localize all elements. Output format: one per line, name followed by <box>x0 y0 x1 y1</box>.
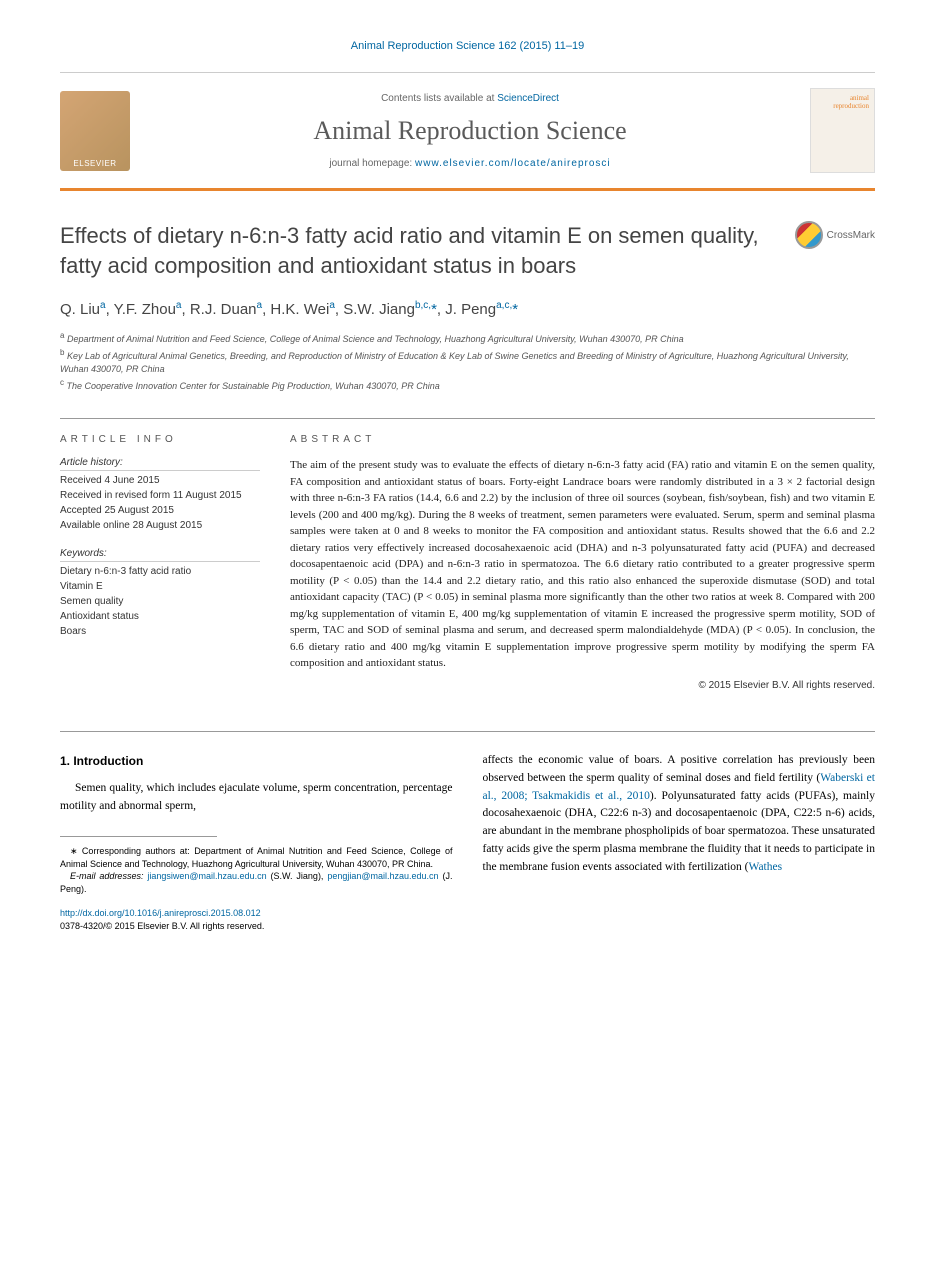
affiliation-c: c The Cooperative Innovation Center for … <box>60 377 875 394</box>
email-label: E-mail addresses: <box>70 871 147 881</box>
journal-homepage: journal homepage: www.elsevier.com/locat… <box>130 158 810 169</box>
history-block: Received 4 June 2015Received in revised … <box>60 473 260 533</box>
header-center: Contents lists available at ScienceDirec… <box>130 93 810 169</box>
keywords-label: Keywords: <box>60 548 260 562</box>
email-footnote: E-mail addresses: jiangsiwen@mail.hzau.e… <box>60 870 453 895</box>
crossmark-icon <box>795 221 823 249</box>
contents-available: Contents lists available at ScienceDirec… <box>130 93 810 104</box>
issn-copyright: 0378-4320/© 2015 Elsevier B.V. All right… <box>60 921 264 931</box>
abstract-text: The aim of the present study was to eval… <box>290 457 875 672</box>
crossmark-label: CrossMark <box>827 230 875 241</box>
authors-list: Q. Liua, Y.F. Zhoua, R.J. Duana, H.K. We… <box>60 300 875 318</box>
keywords-block: Dietary n-6:n-3 fatty acid ratioVitamin … <box>60 564 260 639</box>
intro-text-1: affects the economic value of boars. A p… <box>483 754 876 784</box>
abstract-copyright: © 2015 Elsevier B.V. All rights reserved… <box>290 680 875 691</box>
journal-name: Animal Reproduction Science <box>130 116 810 146</box>
body-columns: 1. Introduction Semen quality, which inc… <box>60 731 875 933</box>
contents-prefix: Contents lists available at <box>381 93 497 104</box>
abstract-heading: ABSTRACT <box>290 434 875 445</box>
intro-para-1: Semen quality, which includes ejaculate … <box>60 780 453 816</box>
elsevier-logo-text: ELSEVIER <box>73 159 116 168</box>
article-title: Effects of dietary n-6:n-3 fatty acid ra… <box>60 221 795 280</box>
email-link-2[interactable]: pengjian@mail.hzau.edu.cn <box>327 871 438 881</box>
article-info-heading: ARTICLE INFO <box>60 434 260 445</box>
affiliation-b: b Key Lab of Agricultural Animal Genetic… <box>60 347 875 377</box>
abstract-column: ABSTRACT The aim of the present study wa… <box>290 434 875 691</box>
title-row: Effects of dietary n-6:n-3 fatty acid ra… <box>60 221 875 280</box>
intro-para-2: affects the economic value of boars. A p… <box>483 752 876 877</box>
footnote-separator <box>60 836 217 837</box>
cover-text: animal reproduction <box>816 94 869 110</box>
corresponding-footnote: ∗ Corresponding authors at: Department o… <box>60 845 453 870</box>
body-col-left: 1. Introduction Semen quality, which inc… <box>60 752 453 933</box>
email-who-1: (S.W. Jiang), <box>267 871 328 881</box>
email-link-1[interactable]: jiangsiwen@mail.hzau.edu.cn <box>147 871 266 881</box>
homepage-link[interactable]: www.elsevier.com/locate/anireprosci <box>415 158 611 169</box>
article-info: ARTICLE INFO Article history: Received 4… <box>60 434 260 691</box>
crossmark-badge[interactable]: CrossMark <box>795 221 875 249</box>
info-abstract-row: ARTICLE INFO Article history: Received 4… <box>60 418 875 691</box>
doi-link[interactable]: http://dx.doi.org/10.1016/j.anireprosci.… <box>60 908 261 918</box>
sciencedirect-link[interactable]: ScienceDirect <box>497 93 559 104</box>
journal-header: ELSEVIER Contents lists available at Sci… <box>60 72 875 191</box>
body-col-right: affects the economic value of boars. A p… <box>483 752 876 933</box>
intro-heading: 1. Introduction <box>60 752 453 771</box>
doi-block: http://dx.doi.org/10.1016/j.anireprosci.… <box>60 907 453 932</box>
homepage-prefix: journal homepage: <box>329 158 415 169</box>
journal-reference: Animal Reproduction Science 162 (2015) 1… <box>60 40 875 52</box>
elsevier-logo[interactable]: ELSEVIER <box>60 91 130 171</box>
affiliations: a Department of Animal Nutrition and Fee… <box>60 330 875 393</box>
history-label: Article history: <box>60 457 260 471</box>
citation-link-2[interactable]: Wathes <box>749 861 783 873</box>
affiliation-a: a Department of Animal Nutrition and Fee… <box>60 330 875 347</box>
journal-cover-thumbnail[interactable]: animal reproduction <box>810 88 875 173</box>
